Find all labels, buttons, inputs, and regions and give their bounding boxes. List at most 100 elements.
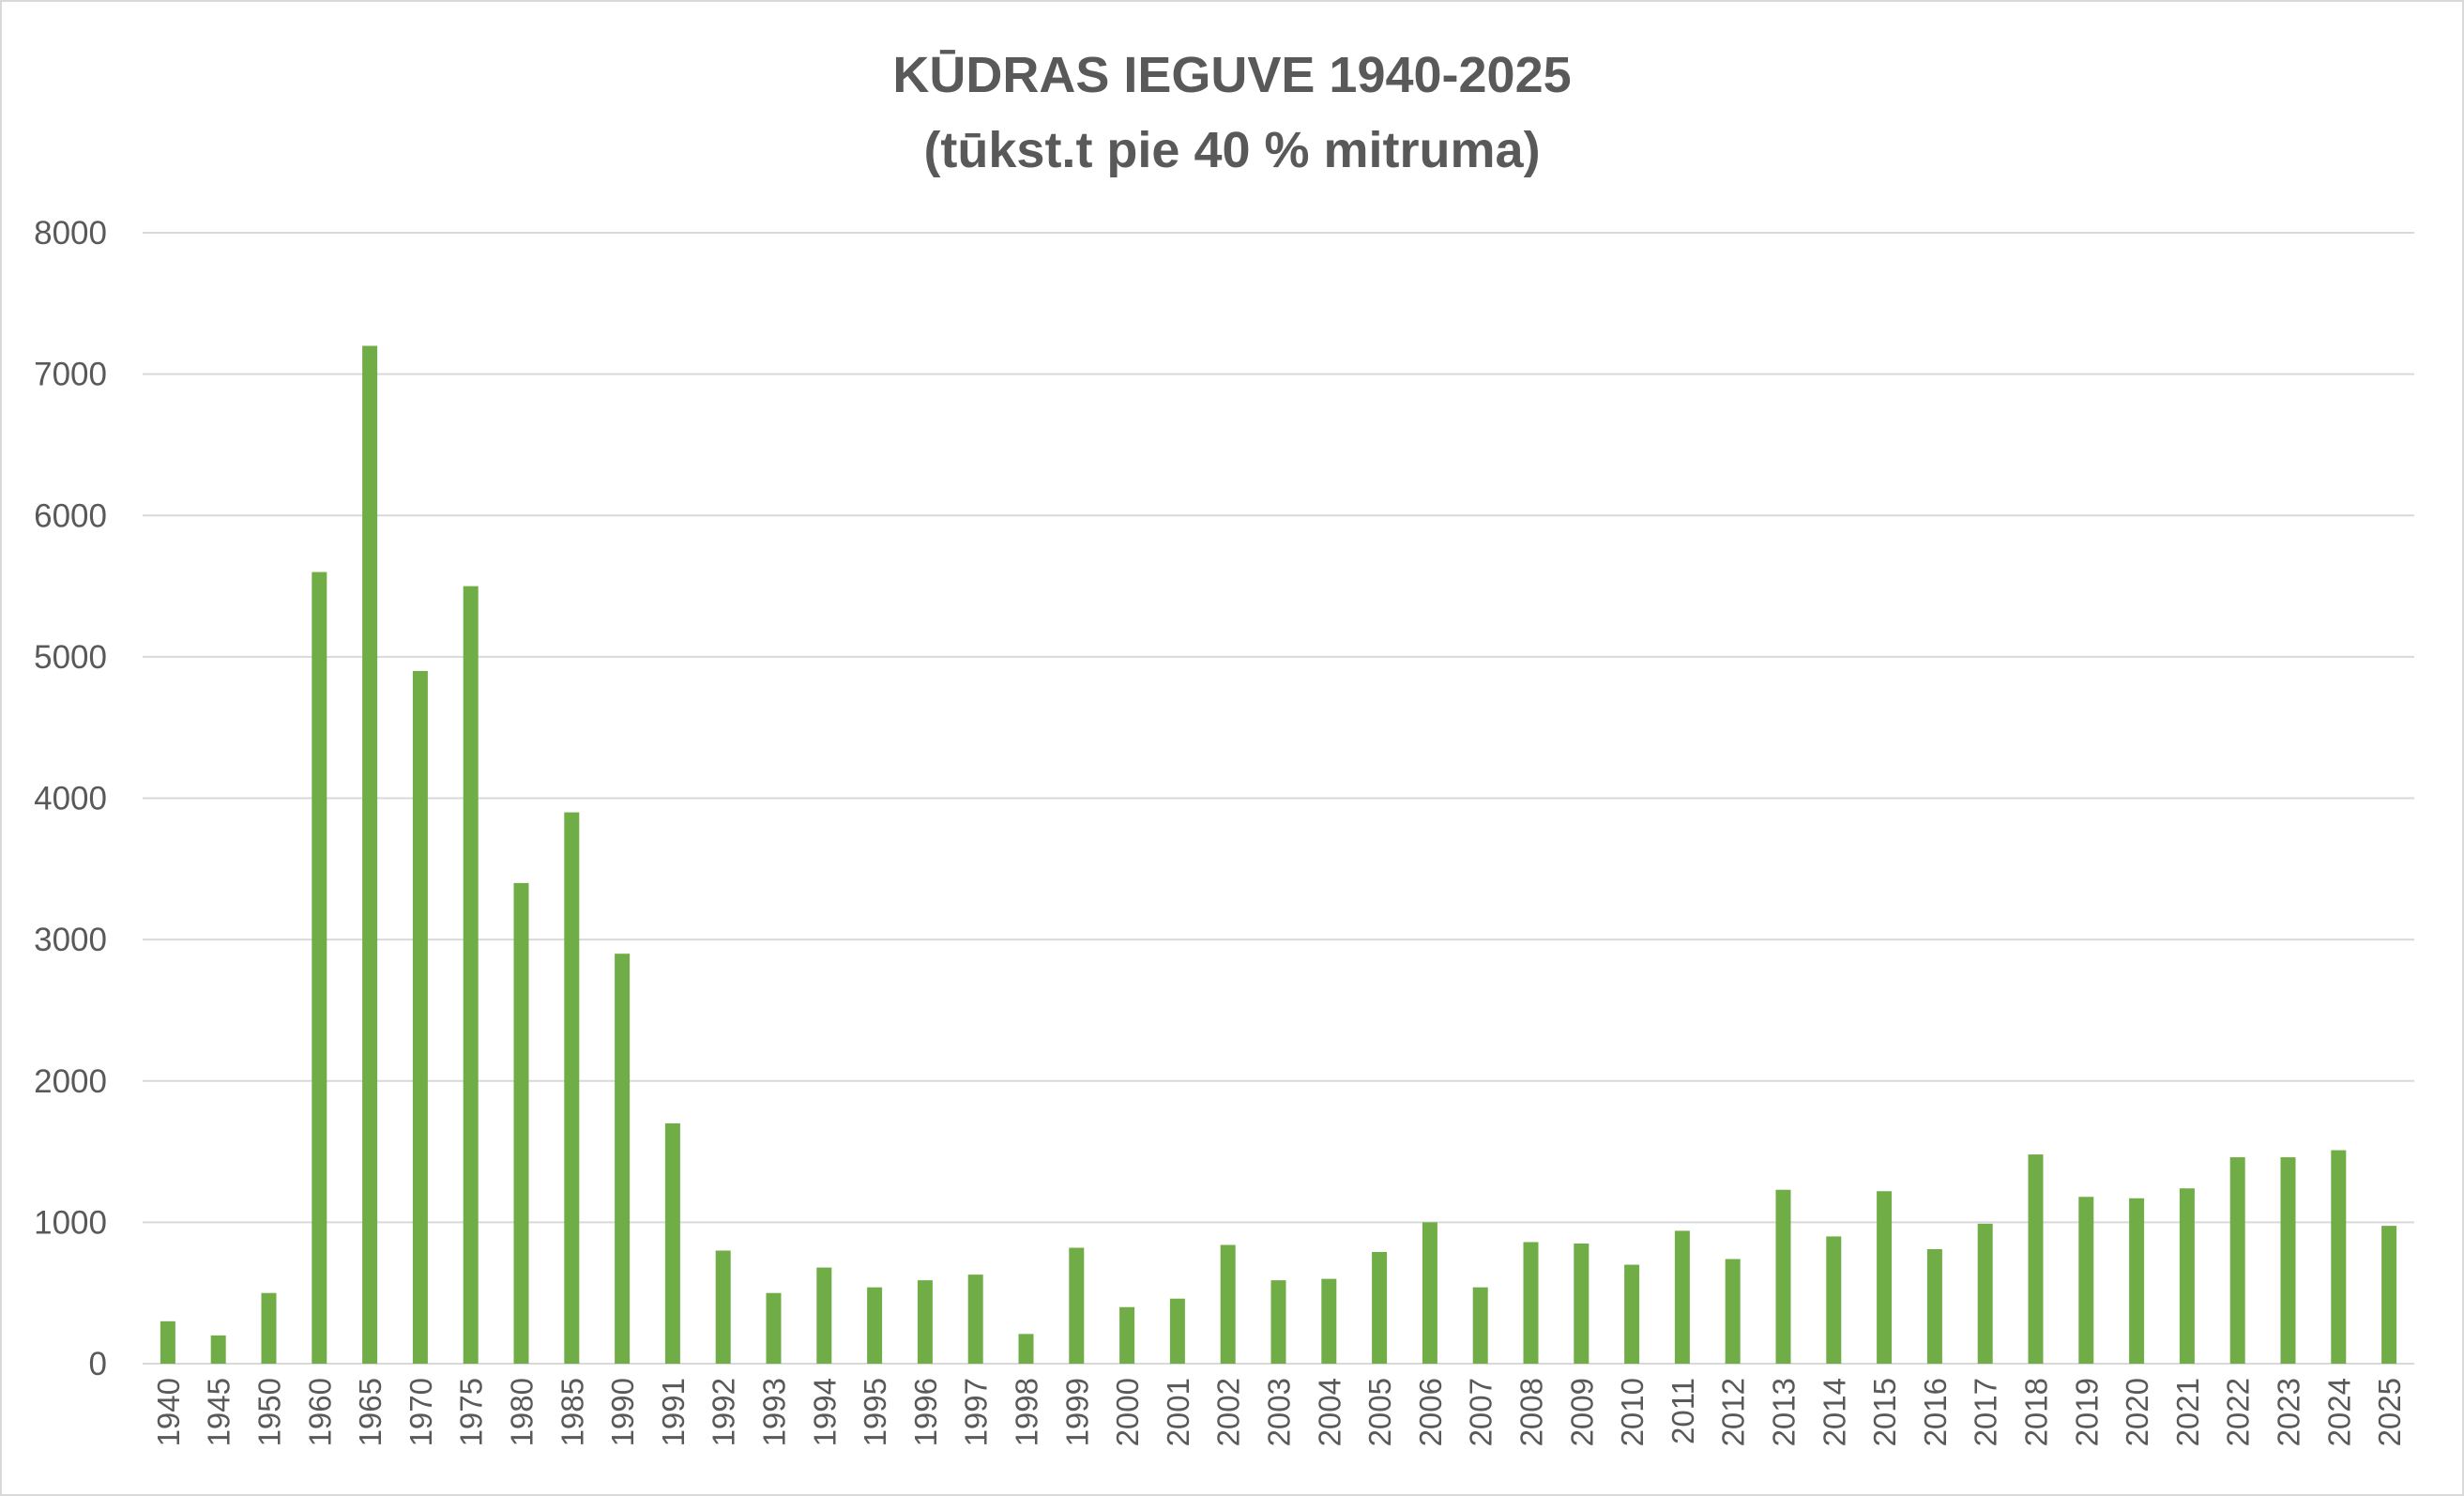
chart-title-block: KŪDRAS IEGUVE 1940-2025 (tūkst.t pie 40 … [2, 38, 2462, 188]
x-tick-label-2015: 2015 [1867, 1378, 1902, 1446]
x-tick-label-2011: 2011 [1665, 1378, 1700, 1444]
bar-1994 [816, 1267, 832, 1364]
chart-subtitle: (tūkst.t pie 40 % mitruma) [923, 122, 1541, 178]
bar-2006 [1422, 1222, 1437, 1364]
bar-1992 [715, 1250, 731, 1364]
bar-2023 [2280, 1157, 2296, 1364]
x-tick-label-1995: 1995 [858, 1378, 892, 1446]
x-tick-label-1999: 1999 [1059, 1378, 1094, 1446]
x-tick-label-1994: 1994 [807, 1378, 842, 1446]
bar-2008 [1523, 1242, 1539, 1364]
bar-2018 [2028, 1154, 2044, 1364]
bar-1965 [362, 345, 378, 1364]
x-tick-label-1975: 1975 [454, 1378, 489, 1446]
bar-2013 [1775, 1189, 1791, 1364]
bar-2007 [1472, 1287, 1488, 1364]
y-tick-label: 7000 [34, 357, 107, 393]
bar-2020 [2129, 1198, 2145, 1364]
x-tick-label-2020: 2020 [2120, 1378, 2154, 1446]
x-tick-label-1998: 1998 [1010, 1378, 1044, 1446]
bar-1997 [967, 1275, 983, 1364]
bar-1980 [513, 882, 529, 1364]
bar-2005 [1372, 1252, 1388, 1364]
x-tick-label-1992: 1992 [707, 1378, 741, 1446]
bar-2015 [1877, 1191, 1893, 1364]
x-tick-label-1980: 1980 [505, 1378, 540, 1446]
bar-2010 [1624, 1264, 1640, 1364]
bar-1945 [210, 1335, 226, 1364]
bar-2011 [1674, 1230, 1690, 1364]
bar-2002 [1220, 1244, 1236, 1364]
x-tick-label-2018: 2018 [2019, 1378, 2054, 1446]
bar-2019 [2078, 1197, 2094, 1364]
x-tick-label-1945: 1945 [202, 1378, 236, 1446]
bar-1970 [412, 670, 428, 1364]
bar-2021 [2179, 1188, 2195, 1364]
x-tick-label-1996: 1996 [908, 1378, 943, 1446]
x-tick-label-2013: 2013 [1767, 1378, 1802, 1446]
bar-2017 [1977, 1223, 1993, 1364]
y-axis-tick-labels: 0 1000 2000 3000 4000 5000 6000 7000 8000 [34, 215, 107, 1382]
x-tick-label-2010: 2010 [1615, 1378, 1650, 1446]
bar-1985 [564, 812, 580, 1364]
y-tick-label: 3000 [34, 922, 107, 958]
x-tick-label-1950: 1950 [252, 1378, 287, 1446]
bar-2014 [1826, 1236, 1842, 1364]
x-tick-label-1993: 1993 [757, 1378, 792, 1446]
x-tick-label-2016: 2016 [1918, 1378, 1953, 1446]
bar-2001 [1169, 1298, 1185, 1364]
bar-1996 [917, 1280, 933, 1364]
x-tick-label-1991: 1991 [656, 1378, 691, 1446]
x-tick-label-2000: 2000 [1110, 1378, 1145, 1446]
bar-1990 [615, 954, 631, 1364]
x-tick-label-2014: 2014 [1817, 1378, 1851, 1446]
x-tick-label-2001: 2001 [1161, 1378, 1195, 1446]
bar-2000 [1119, 1306, 1135, 1364]
x-tick-label-2012: 2012 [1716, 1378, 1751, 1446]
bar-2025 [2381, 1226, 2397, 1364]
bar-2003 [1270, 1280, 1286, 1364]
x-tick-label-1997: 1997 [959, 1378, 994, 1446]
x-tick-label-2006: 2006 [1413, 1378, 1448, 1446]
x-tick-label-1965: 1965 [353, 1378, 388, 1446]
x-tick-label-1970: 1970 [403, 1378, 438, 1446]
x-tick-label-1990: 1990 [605, 1378, 640, 1446]
bar-2012 [1725, 1259, 1741, 1364]
x-tick-label-1985: 1985 [555, 1378, 589, 1446]
y-tick-label: 0 [89, 1346, 107, 1382]
x-tick-label-2007: 2007 [1464, 1378, 1498, 1446]
x-tick-label-2004: 2004 [1312, 1378, 1346, 1446]
x-tick-label-1960: 1960 [302, 1378, 337, 1446]
bars [160, 345, 2397, 1364]
x-tick-label-2023: 2023 [2272, 1378, 2306, 1446]
y-tick-label: 4000 [34, 781, 107, 817]
bar-1940 [160, 1320, 175, 1364]
y-tick-label: 8000 [34, 215, 107, 252]
bar-1999 [1069, 1247, 1085, 1364]
x-tick-label-2003: 2003 [1262, 1378, 1297, 1446]
x-tick-label-2024: 2024 [2321, 1378, 2356, 1446]
y-tick-label: 2000 [34, 1063, 107, 1100]
y-tick-label: 5000 [34, 639, 107, 676]
bar-1995 [867, 1287, 883, 1364]
x-tick-label-1940: 1940 [151, 1378, 186, 1446]
x-tick-label-2017: 2017 [1969, 1378, 2003, 1446]
x-tick-label-2002: 2002 [1211, 1378, 1246, 1446]
x-axis-tick-labels: 1940 1945 1950 1960 1965 1970 1975 1980 1985 1990… [151, 1378, 2407, 1446]
bar-1993 [766, 1292, 782, 1364]
x-tick-label-2021: 2021 [2170, 1378, 2205, 1446]
x-tick-label-2025: 2025 [2372, 1378, 2407, 1446]
bar-2016 [1926, 1248, 1942, 1364]
chart-title: KŪDRAS IEGUVE 1940-2025 [892, 47, 1572, 103]
x-tick-label-2009: 2009 [1564, 1378, 1599, 1446]
x-tick-label-2008: 2008 [1514, 1378, 1549, 1446]
bar-2004 [1321, 1278, 1337, 1364]
gridlines [143, 232, 2414, 1365]
bar-2022 [2229, 1157, 2245, 1364]
bar-1960 [312, 572, 327, 1364]
x-tick-label-2019: 2019 [2069, 1378, 2104, 1446]
y-tick-label: 6000 [34, 497, 107, 534]
y-tick-label: 1000 [34, 1204, 107, 1241]
bar-2024 [2331, 1150, 2347, 1364]
